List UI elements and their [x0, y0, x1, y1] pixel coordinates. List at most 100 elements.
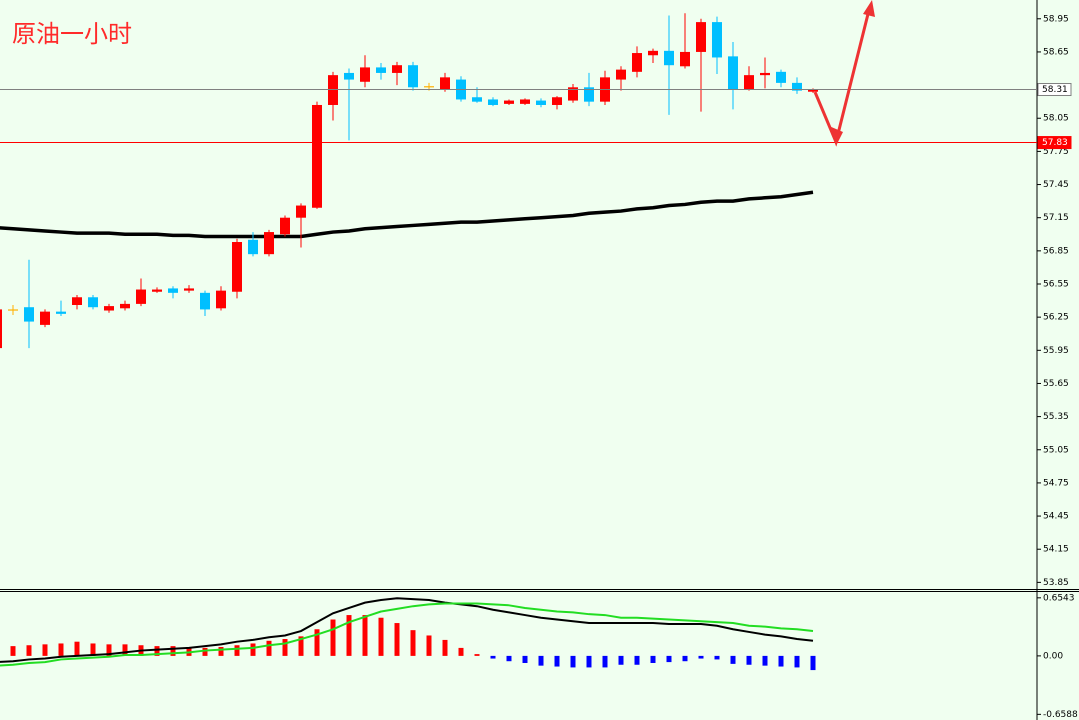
histogram-bar [346, 615, 352, 656]
histogram-bar [618, 655, 624, 665]
histogram-bar [650, 655, 656, 663]
candle-body [280, 217, 290, 235]
candle-body [568, 87, 578, 101]
plot: 58.95 58.65 58.05 57.75 57.45 57.15 56.85 56.55… [0, 13, 1078, 720]
histogram-bar [42, 644, 48, 656]
histogram-bar [218, 647, 224, 656]
y-tick-label: 55.35 [1043, 412, 1069, 422]
histogram-bar [746, 655, 752, 665]
histogram-bar [570, 655, 576, 668]
histogram-bar [538, 655, 544, 666]
candle-body [424, 86, 434, 88]
candle-body [536, 100, 546, 105]
candle-body [408, 65, 418, 88]
candle-body [744, 75, 754, 90]
histogram-bar [394, 623, 400, 656]
candle-body [24, 307, 34, 322]
histogram-bar [154, 646, 160, 656]
histogram-bar [458, 647, 464, 656]
histogram-bar [762, 655, 768, 666]
price-label-box [1037, 83, 1072, 97]
candle-body [216, 290, 226, 309]
histogram-bar [314, 629, 320, 656]
histogram-bar [10, 646, 16, 656]
y-tick-label: 57.15 [1043, 213, 1069, 223]
line [0, 190, 814, 239]
histogram-bar [554, 655, 560, 667]
candle-body [8, 309, 18, 311]
candle-body [72, 297, 82, 305]
histogram-bar [170, 646, 176, 656]
histogram-bar [58, 643, 64, 656]
candle-body [632, 53, 642, 72]
histogram-bar [634, 655, 640, 665]
chart-title: 原油一小时 [12, 20, 132, 48]
y-tick-label: 58.95 [1043, 14, 1069, 24]
candle-body [232, 242, 242, 292]
histogram-bar [474, 654, 480, 656]
y-tick-label: 56.25 [1043, 313, 1069, 323]
histogram-bar [234, 645, 240, 656]
candle-body [504, 100, 514, 104]
histogram-bar [506, 655, 512, 662]
candle-body [680, 51, 690, 67]
candle-body [808, 89, 818, 92]
y-tick-label: 53.85 [1043, 578, 1069, 588]
histogram-bar [730, 655, 736, 664]
y-tick-label: 0.00 [1043, 651, 1063, 661]
candle-body [648, 50, 658, 56]
y-tick-label: 56.85 [1043, 246, 1069, 256]
candle-body [664, 50, 674, 66]
arrow-head [829, 126, 843, 146]
candle-body [168, 288, 178, 293]
histogram-bar [282, 639, 288, 656]
price-label: 58.31 [1042, 85, 1068, 95]
candle-body [264, 232, 274, 255]
y-tick-label: 54.45 [1043, 512, 1069, 522]
histogram-bar [250, 643, 256, 656]
histogram-bar [794, 655, 800, 668]
candle-body [328, 75, 338, 105]
candle-body [88, 297, 98, 308]
candle-body [184, 288, 194, 291]
histogram-bar [378, 617, 384, 656]
candle-body [248, 239, 258, 255]
candle-body [440, 77, 450, 90]
candle-body [696, 22, 706, 52]
y-tick-label: -0.6588 [1043, 710, 1078, 720]
histogram-bar [666, 655, 672, 663]
candle-body [344, 72, 354, 80]
candle-body [104, 306, 114, 311]
histogram-bar [778, 655, 784, 667]
line [0, 597, 814, 663]
candle-body [312, 104, 322, 208]
candle-body [728, 56, 738, 90]
y-tick-label: 54.75 [1043, 478, 1069, 488]
y-tick-label: 56.55 [1043, 280, 1069, 290]
histogram-bar [106, 644, 112, 656]
candle-body [152, 289, 162, 292]
y-tick-label: 54.15 [1043, 545, 1069, 555]
y-tick-label: 55.95 [1043, 346, 1069, 356]
candle-body [616, 69, 626, 80]
candle-body [760, 72, 770, 76]
histogram-bar [714, 655, 720, 660]
histogram-bar [362, 615, 368, 656]
y-tick-label: 58.05 [1043, 114, 1069, 124]
y-tick-label: 57.75 [1043, 147, 1069, 157]
candle-body [40, 311, 50, 325]
candle-body [520, 99, 530, 104]
arrow-head [863, 0, 875, 17]
histogram-bar [426, 635, 432, 656]
candle-body [360, 67, 370, 82]
candle-body [776, 71, 786, 83]
candle-body [584, 87, 594, 102]
candle-body [200, 292, 210, 310]
histogram-bar [122, 644, 128, 656]
histogram-bar [698, 655, 704, 659]
candle-body [296, 205, 306, 218]
histogram-bar [586, 655, 592, 668]
candle-body [712, 22, 722, 58]
